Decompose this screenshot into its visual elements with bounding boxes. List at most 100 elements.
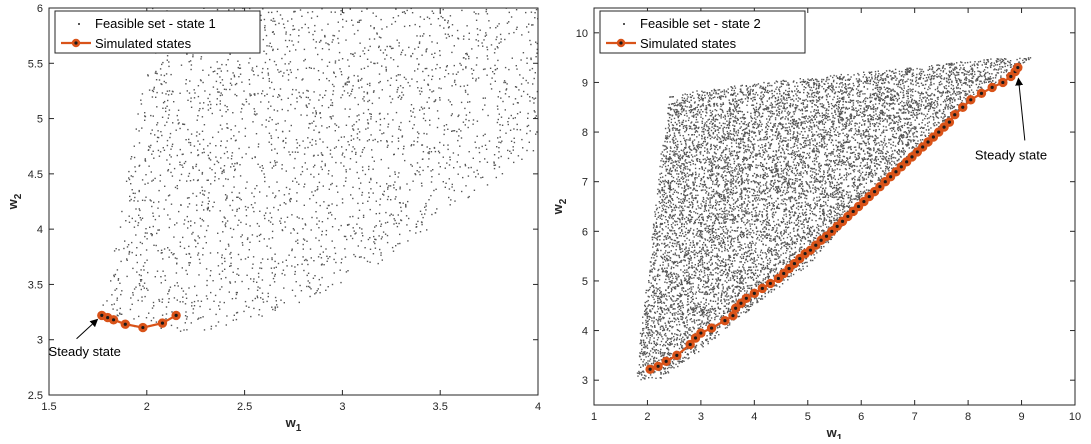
feasible-point [209, 143, 210, 144]
feasible-point [758, 130, 759, 131]
feasible-point [827, 210, 828, 211]
feasible-point [417, 87, 418, 88]
feasible-point [382, 236, 383, 237]
feasible-point [222, 171, 223, 172]
feasible-point [231, 138, 232, 139]
feasible-point [397, 66, 398, 67]
feasible-point [485, 32, 486, 33]
feasible-point [172, 91, 173, 92]
feasible-point [1010, 67, 1011, 68]
feasible-point [380, 140, 381, 141]
feasible-point [380, 252, 381, 253]
feasible-point [667, 132, 668, 133]
feasible-point [215, 172, 216, 173]
feasible-point [797, 132, 798, 133]
feasible-point [190, 97, 191, 98]
feasible-point [422, 159, 423, 160]
feasible-point [716, 209, 717, 210]
feasible-point [232, 298, 233, 299]
feasible-point [733, 114, 734, 115]
feasible-point [774, 172, 775, 173]
feasible-point [217, 68, 218, 69]
feasible-point [445, 187, 446, 188]
feasible-point [431, 91, 432, 92]
feasible-point [477, 121, 478, 122]
feasible-point [176, 263, 177, 264]
feasible-point [724, 168, 725, 169]
feasible-point [162, 271, 163, 272]
feasible-point [314, 25, 315, 26]
feasible-point [914, 109, 915, 110]
feasible-point [231, 78, 232, 79]
feasible-point [224, 165, 225, 166]
feasible-point [697, 195, 698, 196]
feasible-point [741, 237, 742, 238]
feasible-point [347, 141, 348, 142]
feasible-point [149, 89, 150, 90]
feasible-point [403, 203, 404, 204]
feasible-point [403, 146, 404, 147]
feasible-point [704, 151, 705, 152]
feasible-point [684, 272, 685, 273]
feasible-point [365, 128, 366, 129]
feasible-point [448, 99, 449, 100]
feasible-point [168, 298, 169, 299]
feasible-point [829, 128, 830, 129]
feasible-point [253, 196, 254, 197]
feasible-point [288, 151, 289, 152]
feasible-point [803, 156, 804, 157]
feasible-point [266, 53, 267, 54]
feasible-point [295, 151, 296, 152]
feasible-point [798, 206, 799, 207]
feasible-point [177, 188, 178, 189]
feasible-point [160, 151, 161, 152]
feasible-point [927, 126, 928, 127]
feasible-point [324, 35, 325, 36]
feasible-point [909, 132, 910, 133]
feasible-point [676, 191, 677, 192]
feasible-point [513, 32, 514, 33]
feasible-point [264, 27, 265, 28]
feasible-point [482, 146, 483, 147]
feasible-point [182, 237, 183, 238]
feasible-point [536, 115, 537, 116]
feasible-point [453, 167, 454, 168]
feasible-point [133, 200, 134, 201]
feasible-point [167, 60, 168, 61]
feasible-point [431, 69, 432, 70]
feasible-point [237, 61, 238, 62]
feasible-point [990, 76, 991, 77]
feasible-point [282, 131, 283, 132]
feasible-point [230, 83, 231, 84]
feasible-point [536, 53, 537, 54]
feasible-point [287, 20, 288, 21]
feasible-point [307, 264, 308, 265]
feasible-point [347, 81, 348, 82]
feasible-point [154, 134, 155, 135]
feasible-point [458, 115, 459, 116]
feasible-point [114, 303, 115, 304]
feasible-point [353, 56, 354, 57]
feasible-point [990, 67, 991, 68]
feasible-point [178, 285, 179, 286]
feasible-point [726, 127, 727, 128]
feasible-point [220, 110, 221, 111]
feasible-point [362, 50, 363, 51]
feasible-point [1024, 61, 1025, 62]
feasible-point [261, 20, 262, 21]
feasible-point [282, 164, 283, 165]
feasible-point [120, 261, 121, 262]
feasible-point [392, 119, 393, 120]
feasible-point [709, 312, 710, 313]
feasible-point [131, 156, 132, 157]
feasible-point [276, 300, 277, 301]
feasible-point [947, 92, 948, 93]
feasible-point [871, 71, 872, 72]
feasible-point [417, 131, 418, 132]
feasible-point [730, 257, 731, 258]
feasible-point [117, 298, 118, 299]
feasible-point [661, 202, 662, 203]
feasible-point [833, 106, 834, 107]
feasible-point [395, 245, 396, 246]
feasible-point [685, 331, 686, 332]
